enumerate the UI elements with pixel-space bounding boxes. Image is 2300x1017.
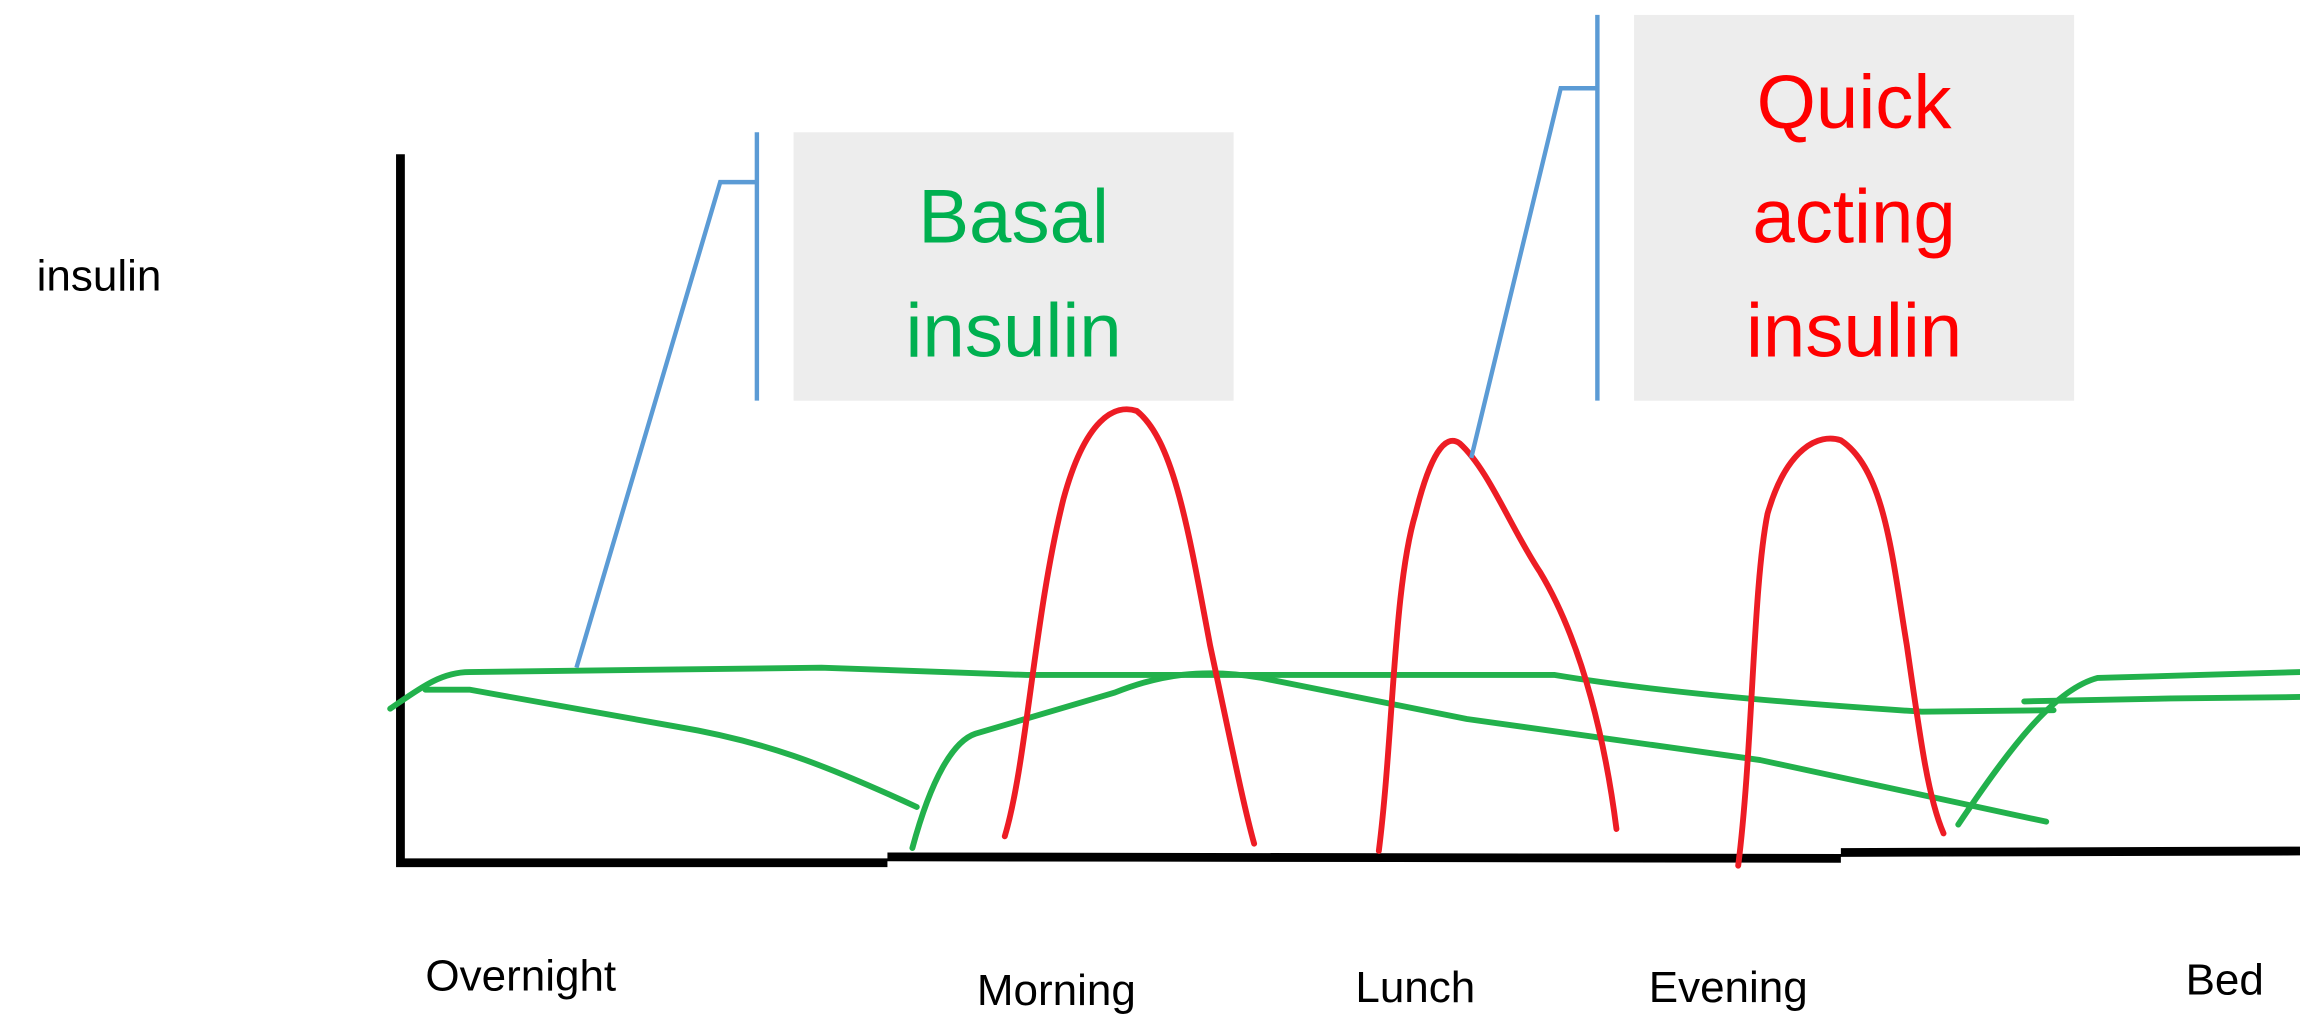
basal-curve [422,686,920,810]
basal-curve [387,664,2057,715]
axes [396,154,2300,868]
quick-curve [1375,437,1620,854]
callout-text: insulin [1746,289,1962,374]
axis-label: insulin [37,252,162,301]
time-label: Morning [977,966,1136,1015]
callout-text: acting [1752,174,1956,259]
basal-curve [2021,694,2300,705]
time-label: Evening [1649,963,1808,1012]
callout-text: insulin [905,289,1121,374]
callout-leader [1469,14,1600,459]
quick-curve [1001,406,1258,847]
callout-text: Quick [1757,60,1953,145]
time-label: Overnight [425,951,616,1000]
basal-curve [909,670,2050,852]
basal-curve [1955,669,2300,828]
callout-box [1634,14,2075,401]
callout-leader [574,132,760,669]
callout-text: Basal [918,174,1109,259]
callout-box [793,132,1234,401]
time-label: Bed [2186,956,2264,1005]
quick-curve [1735,435,1947,869]
time-label: Lunch [1355,963,1475,1012]
